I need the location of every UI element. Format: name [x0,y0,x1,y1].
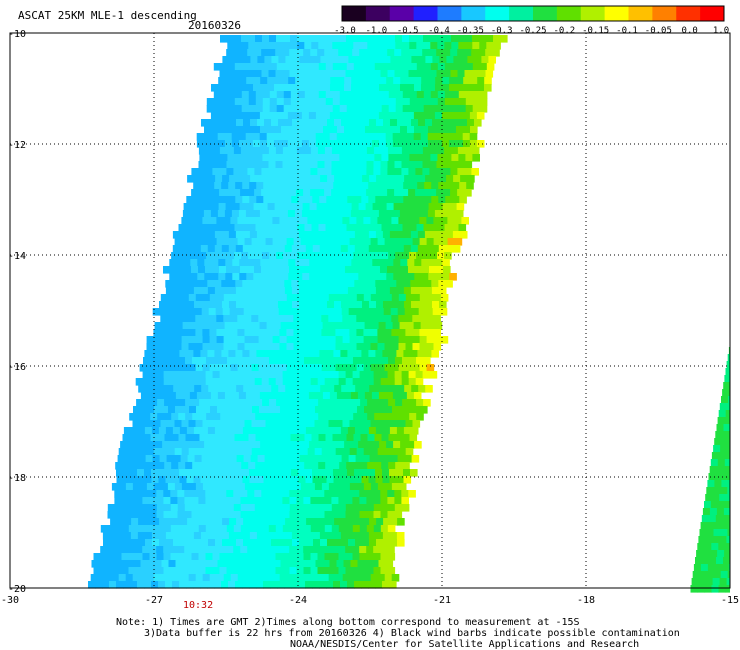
colorbar-swatch-12 [628,6,653,21]
note-line-2: 3)Data buffer is 22 hrs from 20160326 4)… [144,628,680,639]
colorbar-swatch-9 [556,6,582,21]
note-line-1: Note: 1) Times are GMT 2)Times along bot… [116,617,580,628]
lat-label-2: -14 [8,251,26,262]
lon-label-3: -21 [433,595,451,606]
colorbar-label-7: -0.2 [553,26,575,36]
colorbar-swatch-10 [580,6,606,21]
colorbar-label-5: -0.3 [491,26,513,36]
lon-label-4: -18 [577,595,595,606]
colorbar-label-0: -3.0 [334,26,356,36]
colorbar-swatch-7 [509,6,534,21]
colorbar-swatch-2 [389,6,415,21]
colorbar-label-4: -0.35 [457,26,484,36]
longitude-labels: -30 -27 -24 -21 -18 -15 [1,595,739,606]
colorbar-label-9: -0.1 [616,26,638,36]
colorbar-swatch-13 [652,6,677,21]
note-line-3: NOAA/NESDIS/Center for Satellite Applica… [290,639,640,650]
colorbar-label-12: 1.0 [713,26,729,36]
map-title: ASCAT 25KM MLE-1 descending [18,9,197,22]
colorbar-label-3: -0.4 [428,26,450,36]
colorbar-label-1: -1.0 [365,26,387,36]
colorbar-swatch-6 [485,6,510,21]
lat-label-1: -12 [8,140,26,151]
swath-time-label: 10:32 [183,600,214,611]
colorbar-swatch-4 [437,6,462,21]
map-frame [9,32,731,589]
map-date: 20160326 [188,19,241,32]
lat-label-3: -16 [8,362,26,373]
lon-label-5: -15 [721,595,739,606]
colorbar-swatch-1 [365,6,391,21]
lon-label-2: -24 [289,595,307,606]
colorbar-swatch-11 [604,6,629,21]
lon-label-1: -27 [145,595,163,606]
lat-label-5: -20 [8,584,26,595]
colorbar-labels: -3.0 -1.0 -0.5 -0.4 -0.35 -0.3 -0.25 -0.2 -0.15-… [334,26,729,36]
colorbar-swatch-5 [461,6,486,21]
lat-label-0: -10 [8,29,26,40]
lon-label-0: -30 [1,595,19,606]
colorbar-swatch-15 [700,6,725,21]
colorbar-swatch-3 [413,6,438,21]
lat-label-4: -18 [8,473,26,484]
colorbar-swatch-8 [533,6,558,21]
colorbar-label-2: -0.5 [397,26,419,36]
colorbar-label-10: -0.05 [645,26,672,36]
lat-lon-grid [10,33,730,588]
latitude-labels: -10 -12 -14 -16 -18 -20 [8,29,26,595]
mle-swath-data [88,35,731,593]
colorbar-label-6: -0.25 [519,26,546,36]
colorbar-label-11: 0.0 [682,26,698,36]
colorbar-swatch-14 [676,6,701,21]
colorbar-label-8: -0.15 [582,26,609,36]
colorbar [341,5,725,22]
colorbar-swatch-0 [342,6,367,21]
